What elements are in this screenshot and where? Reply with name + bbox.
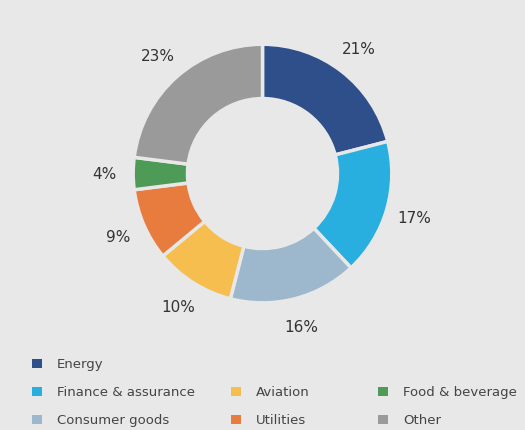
Wedge shape xyxy=(314,142,392,268)
Text: 21%: 21% xyxy=(342,42,376,57)
Text: Other: Other xyxy=(403,413,441,426)
Text: 16%: 16% xyxy=(285,319,319,334)
Text: Consumer goods: Consumer goods xyxy=(57,413,169,426)
Wedge shape xyxy=(133,158,188,190)
Text: 9%: 9% xyxy=(106,229,130,244)
Wedge shape xyxy=(230,229,351,303)
Text: Utilities: Utilities xyxy=(256,413,307,426)
Text: 17%: 17% xyxy=(397,211,431,226)
Text: 23%: 23% xyxy=(141,49,175,64)
Text: Aviation: Aviation xyxy=(256,385,310,398)
Text: Energy: Energy xyxy=(57,357,103,370)
Wedge shape xyxy=(134,45,262,165)
Text: Finance & assurance: Finance & assurance xyxy=(57,385,195,398)
Text: Food & beverage: Food & beverage xyxy=(403,385,517,398)
Text: 4%: 4% xyxy=(92,167,117,181)
Wedge shape xyxy=(262,45,388,156)
Wedge shape xyxy=(134,184,205,256)
Text: 10%: 10% xyxy=(161,300,195,314)
Wedge shape xyxy=(163,222,244,299)
